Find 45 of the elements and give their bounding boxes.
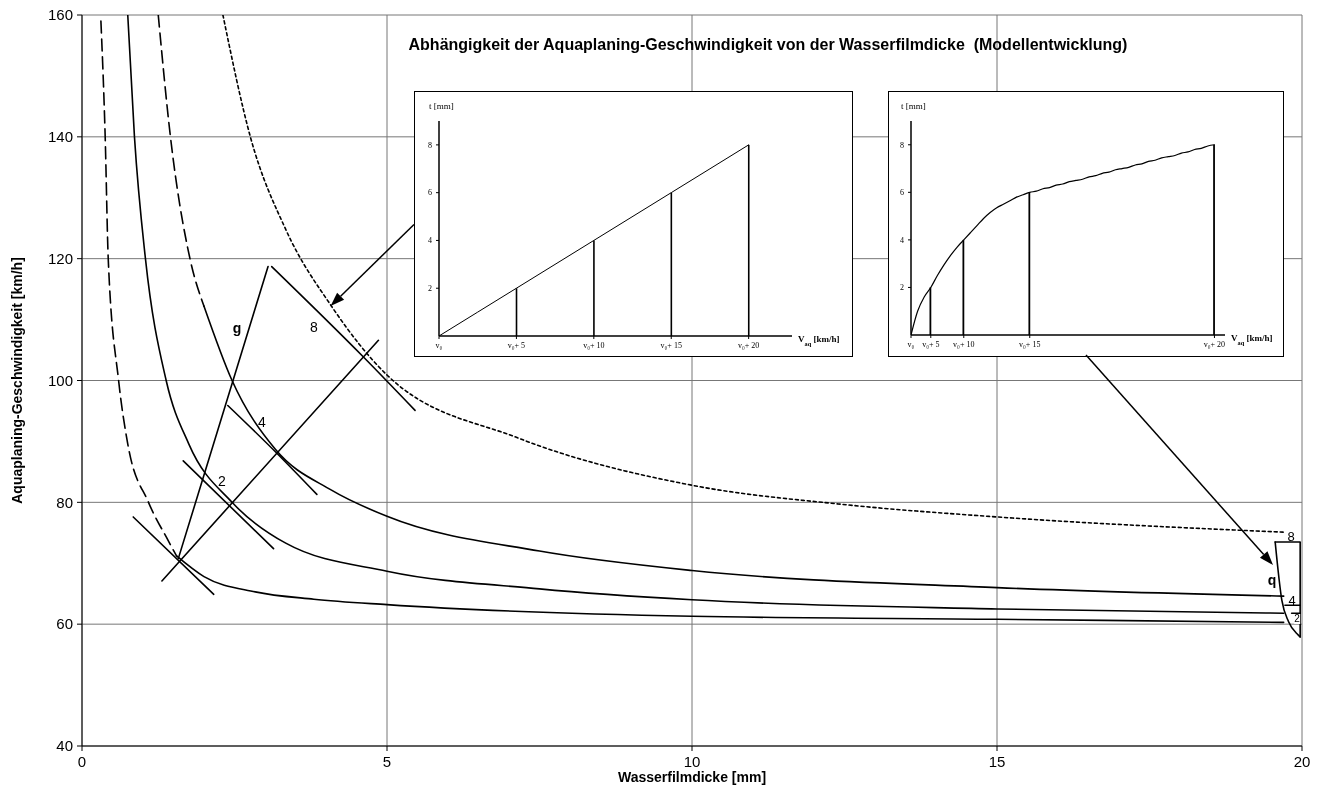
y-axis-title: t [mm] bbox=[429, 101, 454, 111]
annotation: q bbox=[1267, 572, 1277, 588]
y-tick-label: 40 bbox=[56, 737, 73, 755]
y-axis-title: Aquaplaning-Geschwindigkeit [km/h] bbox=[9, 257, 25, 504]
y-tick-label: 100 bbox=[47, 371, 73, 389]
x-tick-label: v₀+ 5 bbox=[922, 340, 940, 350]
annotation: 4 bbox=[1288, 592, 1296, 608]
x-tick-label: 20 bbox=[1293, 752, 1311, 770]
annotation: 4 bbox=[258, 414, 266, 430]
annotation: 8 bbox=[1287, 528, 1295, 544]
x-tick-label: v₀+ 5 bbox=[507, 341, 526, 351]
text: Abhängigkeit der Aquaplaning-Geschwindigkeit von der Wasserfilmdicke (Modellentwicklung) bbox=[407, 36, 1129, 54]
x-axis-title: V$_{aq}$ [km/h] bbox=[798, 334, 840, 347]
y-tick-label: 160 bbox=[47, 6, 73, 24]
x-tick-label: v₀ bbox=[907, 340, 915, 350]
y-tick-label: 8 bbox=[428, 140, 432, 150]
x-tick-label: v₀+ 10 bbox=[583, 341, 605, 351]
annotation: 2 bbox=[1294, 613, 1300, 624]
y-tick-label: 80 bbox=[56, 493, 73, 511]
annotation: g bbox=[232, 320, 242, 336]
x-axis-title: V$_{aq}$ [km/h] bbox=[1231, 333, 1273, 346]
annotation: 8 bbox=[310, 319, 318, 335]
x-tick-label: 5 bbox=[382, 752, 392, 770]
x-tick-label: v₀+ 15 bbox=[660, 341, 682, 351]
x-tick-label: 15 bbox=[988, 752, 1006, 770]
x-tick-label: v₀+ 20 bbox=[737, 341, 760, 351]
x-tick-label: v₀+ 15 bbox=[1019, 340, 1041, 350]
y-tick-label: 6 bbox=[428, 188, 432, 198]
y-tick-label: 2 bbox=[900, 283, 904, 293]
y-axis-title: t [mm] bbox=[901, 101, 926, 111]
x-tick-label: v₀+ 20 bbox=[1203, 340, 1226, 350]
y-tick-label: 8 bbox=[900, 140, 904, 150]
y-tick-label: 140 bbox=[47, 128, 73, 146]
y-tick-label: 60 bbox=[56, 615, 73, 633]
y-tick-label: 2 bbox=[428, 284, 432, 294]
annotation: 2 bbox=[218, 473, 226, 489]
x-axis-title: Wasserfilmdicke [mm] bbox=[617, 769, 767, 785]
x-tick-label: 0 bbox=[77, 752, 87, 770]
y-tick-label: 4 bbox=[428, 236, 432, 246]
x-tick-label: v₀+ 10 bbox=[953, 340, 975, 350]
y-tick-label: 120 bbox=[47, 249, 73, 267]
y-tick-label: 6 bbox=[900, 188, 904, 198]
x-tick-label: v₀ bbox=[435, 341, 443, 351]
x-tick-label: 10 bbox=[683, 752, 701, 770]
y-tick-label: 4 bbox=[900, 235, 904, 245]
